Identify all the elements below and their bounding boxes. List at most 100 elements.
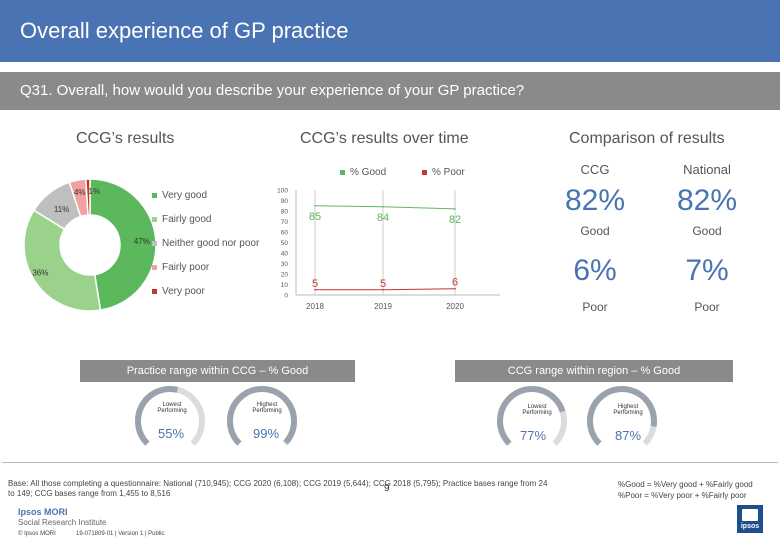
donut-slice bbox=[85, 178, 91, 216]
legend-label: Fairly good bbox=[162, 214, 212, 225]
practice-lowest-gauge bbox=[135, 386, 205, 446]
poor-ccg-label: Poor bbox=[582, 300, 608, 314]
ccg-highest-label: Highest Performing bbox=[613, 404, 643, 416]
data-point bbox=[454, 287, 456, 290]
legend-label: Very poor bbox=[162, 286, 205, 297]
legend-label: Fairly poor bbox=[162, 262, 210, 273]
col-national-label: National bbox=[683, 162, 731, 177]
ccg-donut-chart: 47% 36% 11% 4% 1% bbox=[23, 178, 157, 312]
legend-label: % Good bbox=[350, 167, 387, 178]
sri-logo: Social Research Institute bbox=[18, 518, 107, 527]
legend-item-fairly-poor: Fairly poor bbox=[152, 262, 259, 286]
page-number: 9 bbox=[384, 483, 390, 494]
donut-slice-label: 4% bbox=[74, 188, 86, 197]
y-tick-label: 10 bbox=[281, 282, 289, 289]
data-point bbox=[454, 208, 456, 210]
base-note: Base: All those completing a questionnai… bbox=[8, 479, 548, 498]
y-tick-label: 0 bbox=[284, 293, 288, 300]
donut-slice-label: 36% bbox=[32, 269, 48, 278]
data-point bbox=[382, 206, 384, 208]
legend-swatch bbox=[152, 288, 157, 294]
title-bar: Overall experience of GP practice bbox=[0, 0, 780, 62]
x-tick-label: 2018 bbox=[306, 302, 324, 311]
legend-swatch bbox=[152, 240, 157, 246]
practice-highest-gauge bbox=[227, 386, 297, 446]
y-tick-label: 50 bbox=[281, 240, 289, 247]
practice-lowest-label: Lowest Performing bbox=[157, 402, 187, 414]
legend-swatch bbox=[152, 216, 157, 222]
donut-slice bbox=[23, 209, 102, 312]
time-chart-heading: CCG’s results over time bbox=[300, 130, 469, 147]
y-tick-label: 60 bbox=[281, 230, 289, 237]
data-label: 84 bbox=[377, 212, 389, 224]
legend-label: Very good bbox=[162, 190, 208, 201]
good-national-value: 82% bbox=[676, 184, 738, 217]
good-national-label: Good bbox=[692, 224, 722, 238]
ipsos-logo-icon: ipsos bbox=[737, 505, 763, 533]
legend-swatch bbox=[152, 192, 157, 198]
legend-label: Neither good nor poor bbox=[162, 238, 260, 249]
legend-swatch bbox=[422, 169, 427, 175]
y-tick-label: 70 bbox=[281, 219, 289, 226]
ccg-donut-legend: Very good Fairly good Neither good nor p… bbox=[152, 190, 259, 310]
ccg-lowest-label: Lowest Performing bbox=[522, 404, 552, 416]
footer-divider bbox=[2, 462, 778, 463]
donut-slice-label: 11% bbox=[54, 205, 69, 214]
legend-swatch bbox=[152, 264, 157, 270]
gauge-fill bbox=[227, 386, 297, 446]
copyright: © Ipsos MORI bbox=[18, 531, 56, 537]
y-tick-label: 90 bbox=[281, 198, 289, 205]
ccg-highest-value: 87% bbox=[615, 428, 642, 443]
data-point bbox=[382, 288, 384, 291]
donut-slice-label: 1% bbox=[89, 187, 101, 196]
legend-swatch bbox=[340, 169, 345, 175]
good-ccg-label: Good bbox=[580, 224, 610, 238]
gauge-fill bbox=[497, 386, 566, 446]
y-tick-label: 80 bbox=[281, 209, 289, 216]
ccg-highest-gauge bbox=[587, 386, 657, 446]
data-point bbox=[314, 204, 316, 207]
ccg-range-heading: CCG range within region – % Good bbox=[455, 360, 733, 382]
y-tick-label: 40 bbox=[281, 251, 289, 258]
question-bar: Q31. Overall, how would you describe you… bbox=[0, 72, 780, 110]
x-tick-label: 2020 bbox=[446, 302, 464, 311]
gauge-fill bbox=[135, 386, 179, 446]
time-legend-poor: % Poor bbox=[422, 167, 465, 178]
note-poor: %Poor = %Very poor + %Fairly poor bbox=[618, 491, 747, 500]
question-text: Q31. Overall, how would you describe you… bbox=[20, 82, 525, 99]
legend-item-fairly-good: Fairly good bbox=[152, 214, 259, 238]
donut-slice-label: 47% bbox=[134, 237, 150, 246]
page-title: Overall experience of GP practice bbox=[20, 18, 349, 43]
donut-slice bbox=[89, 178, 157, 312]
ccg-lowest-gauge bbox=[497, 386, 567, 446]
practice-range-heading: Practice range within CCG – % Good bbox=[80, 360, 355, 382]
data-label: 85 bbox=[309, 211, 321, 223]
poor-ccg-value: 6% bbox=[573, 254, 617, 287]
time-line-chart: 0 10 20 30 40 50 60 70 80 90 100 2018 2019 2020 85 84 82… bbox=[277, 188, 500, 311]
logo-text: ipsos bbox=[740, 523, 760, 530]
poor-national-label: Poor bbox=[694, 300, 720, 314]
ipsos-mori-logo: Ipsos MORI bbox=[18, 507, 68, 517]
legend-item-neither: Neither good nor poor bbox=[152, 238, 259, 262]
practice-lowest-value: 55% bbox=[158, 426, 185, 441]
legend-item-very-poor: Very poor bbox=[152, 286, 259, 310]
col-ccg-label: CCG bbox=[580, 162, 610, 177]
data-label: 5 bbox=[380, 278, 386, 290]
data-point bbox=[314, 288, 316, 291]
data-label: 6 bbox=[452, 277, 458, 289]
practice-highest-value: 99% bbox=[253, 426, 280, 441]
logo-mark bbox=[742, 509, 758, 521]
y-tick-label: 30 bbox=[281, 261, 289, 268]
legend-label: % Poor bbox=[432, 167, 465, 178]
time-legend-good: % Good bbox=[340, 167, 386, 178]
gauge-fill bbox=[587, 386, 657, 446]
note-good: %Good = %Very good + %Fairly good bbox=[618, 480, 753, 489]
version-text: 19-071809-01 | Version 1 | Public bbox=[76, 531, 165, 537]
poor-national-value: 7% bbox=[685, 254, 729, 287]
y-tick-label: 100 bbox=[277, 188, 288, 195]
y-tick-label: 20 bbox=[281, 272, 289, 279]
legend-item-very-good: Very good bbox=[152, 190, 259, 214]
practice-highest-label: Highest Performing bbox=[252, 402, 282, 414]
data-label: 5 bbox=[312, 278, 318, 290]
ccg-results-heading: CCG’s results bbox=[76, 130, 175, 147]
